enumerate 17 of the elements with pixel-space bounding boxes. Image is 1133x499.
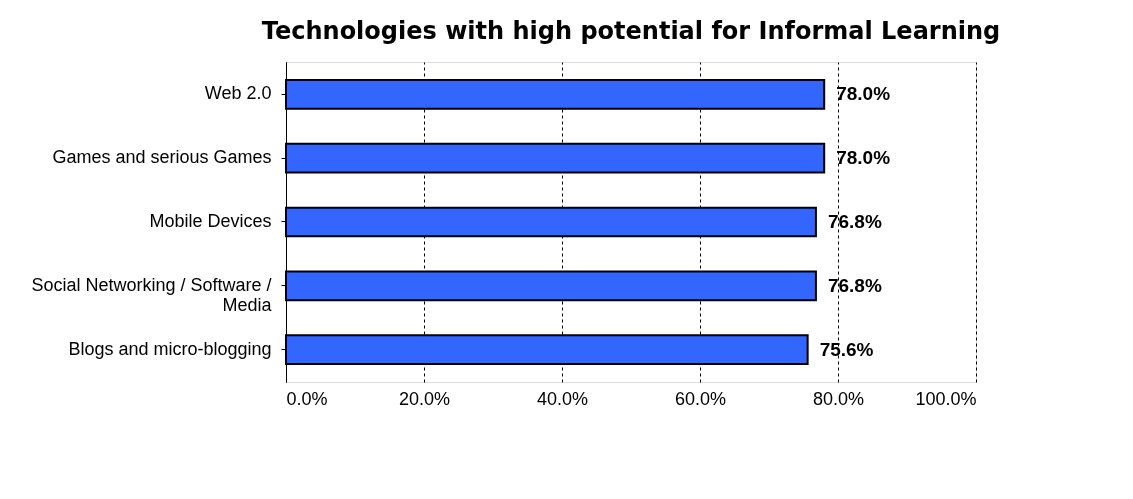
y-tick-label: Blogs and micro-blogging: [68, 338, 272, 359]
x-tick-label: 40.0%: [536, 388, 589, 409]
data-label: 78.0%: [836, 83, 891, 105]
x-tick-label: 80.0%: [812, 388, 865, 409]
data-label: 78.0%: [836, 147, 891, 169]
y-tick-label: Mobile Devices: [149, 211, 272, 231]
x-tick-label: 100.0%: [915, 388, 977, 409]
y-tick-label: Web 2.0: [204, 83, 272, 104]
chart-title: Technologies with high potential for Informal Learning: [261, 17, 1001, 45]
y-tick-label: Social Networking / Software / Media: [31, 274, 273, 315]
x-tick-label: 60.0%: [674, 388, 727, 409]
data-label: 75.6%: [819, 338, 874, 360]
y-tick-label: Games and serious Games: [52, 147, 272, 168]
data-label: 76.8%: [827, 211, 882, 232]
x-tick-label: 0.0%: [286, 388, 328, 409]
x-tick-label: 20.0%: [398, 388, 451, 409]
data-label: 76.8%: [827, 274, 882, 296]
